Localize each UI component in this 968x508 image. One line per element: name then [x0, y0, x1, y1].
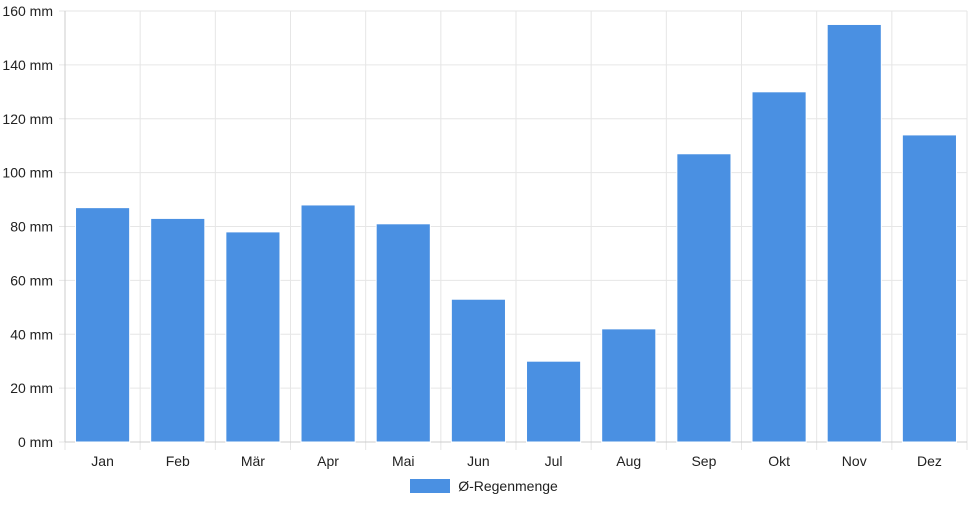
x-tick-label: Jan [91, 453, 114, 469]
bar-feb[interactable] [150, 217, 206, 443]
x-tick-label: Aug [616, 453, 641, 469]
legend[interactable]: Ø-Regenmenge [0, 478, 968, 494]
y-tick-label: 0 mm [18, 434, 53, 450]
y-tick-label: 20 mm [10, 380, 53, 396]
y-tick-label: 100 mm [2, 165, 53, 181]
bar-aug[interactable] [601, 328, 657, 443]
bar-jul[interactable] [526, 360, 582, 443]
bar-sep[interactable] [676, 153, 732, 443]
bar-dez[interactable] [901, 134, 957, 443]
legend-swatch [410, 479, 451, 493]
bar-jun[interactable] [450, 298, 506, 443]
x-tick-label: Feb [166, 453, 190, 469]
x-tick-label: Jun [467, 453, 490, 469]
x-tick-label: Mai [392, 453, 415, 469]
y-tick-label: 80 mm [10, 219, 53, 235]
x-tick-label: Dez [917, 453, 942, 469]
y-tick-label: 160 mm [2, 3, 53, 19]
bar-nov[interactable] [826, 23, 882, 443]
y-tick-label: 120 mm [2, 111, 53, 127]
bar-apr[interactable] [300, 204, 356, 443]
x-tick-label: Apr [317, 453, 339, 469]
x-tick-label: Mär [241, 453, 265, 469]
bar-mai[interactable] [375, 223, 431, 443]
bar-mär[interactable] [225, 231, 281, 443]
y-tick-label: 60 mm [10, 272, 53, 288]
x-tick-label: Sep [691, 453, 716, 469]
bar-okt[interactable] [751, 91, 807, 443]
bar-chart-svg: 0 mm 20 mm 40 mm 60 mm 80 mm 100 mm 120 mm 140 … [2, 3, 968, 469]
bar-jan[interactable] [75, 207, 131, 443]
x-tick-label: Nov [842, 453, 867, 469]
y-tick-label: 40 mm [10, 326, 53, 342]
legend-label: Ø-Regenmenge [458, 478, 558, 494]
y-tick-label: 140 mm [2, 57, 53, 73]
x-tick-label: Jul [545, 453, 563, 469]
x-tick-label: Okt [768, 453, 790, 469]
